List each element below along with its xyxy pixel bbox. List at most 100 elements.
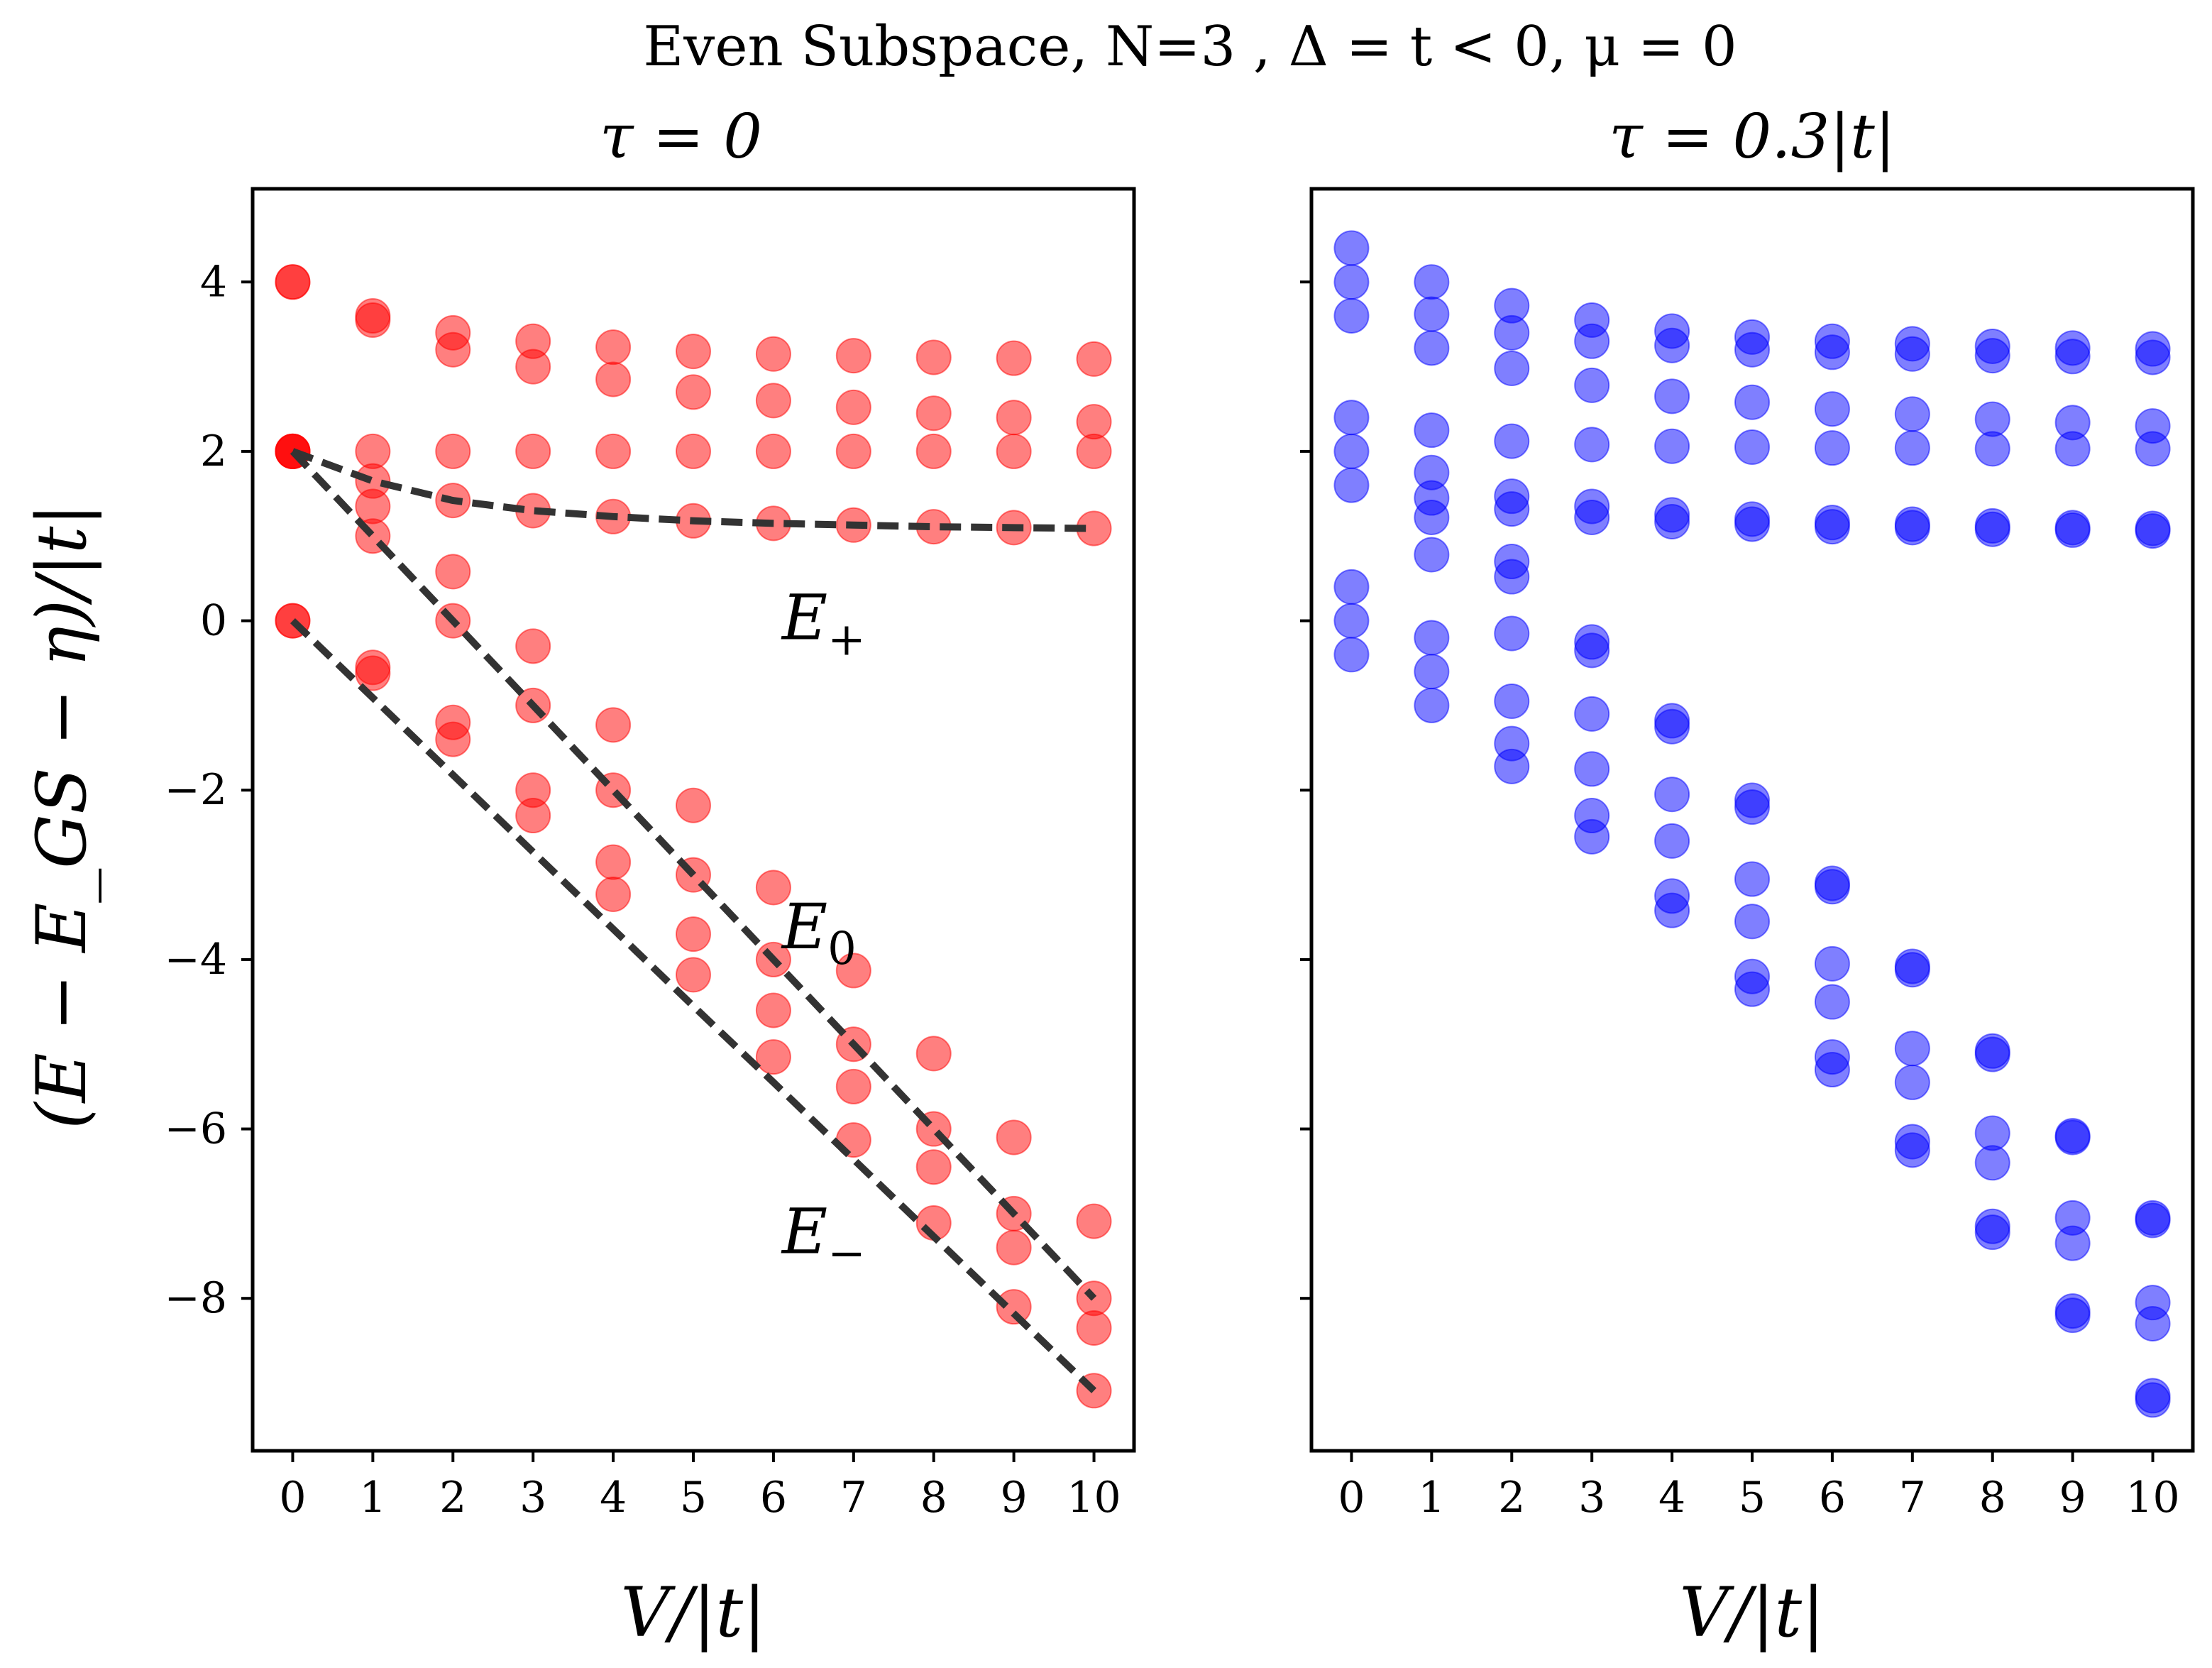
data-point <box>2054 1119 2091 1156</box>
data-point <box>1894 1132 1930 1168</box>
data-point <box>1414 330 1450 366</box>
data-point <box>1654 503 1690 539</box>
data-point <box>1734 429 1770 465</box>
data-point <box>275 264 311 300</box>
data-point <box>515 628 551 664</box>
y-tick-label: 2 <box>200 427 227 476</box>
data-point <box>676 433 711 469</box>
data-point <box>1734 506 1770 542</box>
x-tick-label: 9 <box>2059 1473 2086 1522</box>
data-point <box>595 433 632 469</box>
data-point <box>1574 427 1610 463</box>
data-point <box>1734 384 1770 420</box>
data-point <box>1654 823 1690 859</box>
data-point <box>1654 378 1690 415</box>
data-point <box>755 433 791 469</box>
data-point <box>1734 331 1770 368</box>
x-tick-label: 4 <box>600 1473 627 1522</box>
data-point <box>595 877 632 913</box>
panel-title: τ = 0.3|t| <box>1609 101 1895 172</box>
data-point <box>755 1039 791 1075</box>
data-point <box>1494 559 1530 595</box>
x-tick-label: 8 <box>1979 1473 2006 1522</box>
data-point <box>1734 904 1770 940</box>
x-tick-label: 10 <box>1067 1473 1121 1522</box>
data-point <box>915 433 952 469</box>
data-point <box>835 953 871 989</box>
data-point <box>676 334 711 370</box>
data-point <box>676 916 711 953</box>
x-tick-label: 0 <box>279 1473 306 1522</box>
x-tick-label: 1 <box>359 1473 386 1522</box>
data-point <box>2135 1382 2171 1418</box>
data-point <box>1974 1036 2010 1072</box>
data-point <box>595 361 632 397</box>
data-point <box>1654 327 1690 363</box>
data-point <box>996 1229 1032 1266</box>
data-point <box>435 331 471 368</box>
data-point <box>1654 428 1690 464</box>
data-point <box>915 339 952 375</box>
data-point <box>915 1149 952 1185</box>
data-point <box>515 433 551 469</box>
dashed-curve <box>291 448 1094 532</box>
data-point <box>755 869 791 906</box>
x-tick-label: 2 <box>439 1473 466 1522</box>
data-point <box>1654 777 1690 813</box>
data-point <box>1974 1214 2010 1251</box>
data-point <box>1333 264 1370 300</box>
data-point <box>1494 491 1530 527</box>
data-point <box>1814 334 1850 371</box>
data-point <box>2054 1297 2091 1334</box>
data-point <box>996 433 1032 469</box>
x-tick-label: 2 <box>1498 1473 1525 1522</box>
data-point <box>1333 230 1370 266</box>
data-point <box>676 957 711 993</box>
data-point <box>676 787 711 823</box>
data-point <box>1333 433 1370 469</box>
data-point <box>915 1036 952 1072</box>
data-point <box>1894 1031 1930 1067</box>
data-point <box>835 389 871 425</box>
chart-panel-left: τ = 0 E+ E0 E− 0 1 2 3 4 5 6 7 8 9 10 −8 −6 −4 −2 0 2 4 V/|t| <box>165 101 1136 1652</box>
data-point <box>1814 509 1850 545</box>
panel-title: τ = 0 <box>600 101 762 172</box>
data-point <box>1333 569 1370 605</box>
x-tick-label: 6 <box>1819 1473 1846 1522</box>
data-point <box>1894 952 1930 988</box>
x-axis-label: V/|t| <box>1680 1573 1825 1652</box>
data-point <box>2135 1202 2171 1239</box>
x-tick-label: 3 <box>519 1473 546 1522</box>
data-point <box>1974 431 2010 467</box>
x-tick-label: 1 <box>1418 1473 1445 1522</box>
data-point <box>1734 971 1770 1007</box>
data-point <box>1076 1310 1112 1346</box>
data-point <box>835 338 871 374</box>
data-point <box>435 721 471 757</box>
data-point <box>595 844 632 880</box>
data-point <box>2054 512 2091 548</box>
data-point <box>435 433 471 469</box>
data-point <box>1494 314 1530 351</box>
data-point <box>1974 1145 2010 1181</box>
curve-annotation: E− <box>781 1195 866 1280</box>
x-tick-label: 8 <box>920 1473 947 1522</box>
data-point <box>1814 945 1850 982</box>
data-point <box>1814 1052 1850 1088</box>
data-point <box>2054 339 2091 375</box>
data-point <box>1814 391 1850 427</box>
data-point <box>1494 683 1530 719</box>
data-point <box>1734 789 1770 825</box>
data-point <box>835 433 871 469</box>
data-point <box>1494 748 1530 784</box>
data-point <box>435 554 471 590</box>
data-point <box>996 400 1032 436</box>
data-point <box>1333 400 1370 436</box>
data-point <box>1574 751 1610 787</box>
data-point <box>755 992 791 1028</box>
x-tick-label: 7 <box>840 1473 867 1522</box>
data-point <box>1076 341 1112 377</box>
data-point <box>595 329 632 366</box>
